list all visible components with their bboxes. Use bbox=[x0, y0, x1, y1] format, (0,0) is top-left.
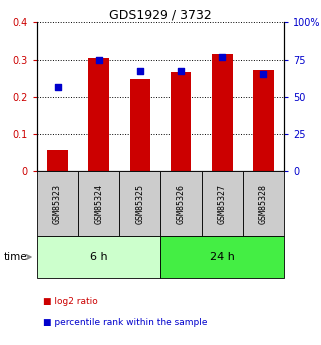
Bar bbox=[47, 150, 68, 171]
Text: time: time bbox=[3, 252, 27, 262]
Bar bbox=[130, 79, 150, 171]
Bar bbox=[202, 171, 243, 236]
Point bbox=[261, 71, 266, 77]
Point bbox=[137, 69, 143, 74]
Title: GDS1929 / 3732: GDS1929 / 3732 bbox=[109, 8, 212, 21]
Bar bbox=[37, 236, 160, 278]
Bar bbox=[160, 171, 202, 236]
Text: GSM85323: GSM85323 bbox=[53, 184, 62, 224]
Text: 6 h: 6 h bbox=[90, 252, 108, 262]
Bar bbox=[88, 58, 109, 171]
Text: GSM85328: GSM85328 bbox=[259, 184, 268, 224]
Point bbox=[55, 85, 60, 90]
Bar bbox=[212, 54, 233, 171]
Bar bbox=[78, 171, 119, 236]
Text: GSM85325: GSM85325 bbox=[135, 184, 144, 224]
Bar bbox=[37, 171, 78, 236]
Text: ■ percentile rank within the sample: ■ percentile rank within the sample bbox=[43, 318, 208, 327]
Text: GSM85326: GSM85326 bbox=[177, 184, 186, 224]
Bar bbox=[243, 171, 284, 236]
Bar bbox=[171, 72, 191, 171]
Text: 24 h: 24 h bbox=[210, 252, 235, 262]
Point bbox=[178, 69, 184, 74]
Bar bbox=[160, 236, 284, 278]
Text: ■ log2 ratio: ■ log2 ratio bbox=[43, 297, 98, 306]
Bar bbox=[119, 171, 160, 236]
Text: GSM85327: GSM85327 bbox=[218, 184, 227, 224]
Text: GSM85324: GSM85324 bbox=[94, 184, 103, 224]
Point bbox=[220, 54, 225, 59]
Point bbox=[96, 58, 101, 63]
Bar bbox=[253, 70, 274, 171]
